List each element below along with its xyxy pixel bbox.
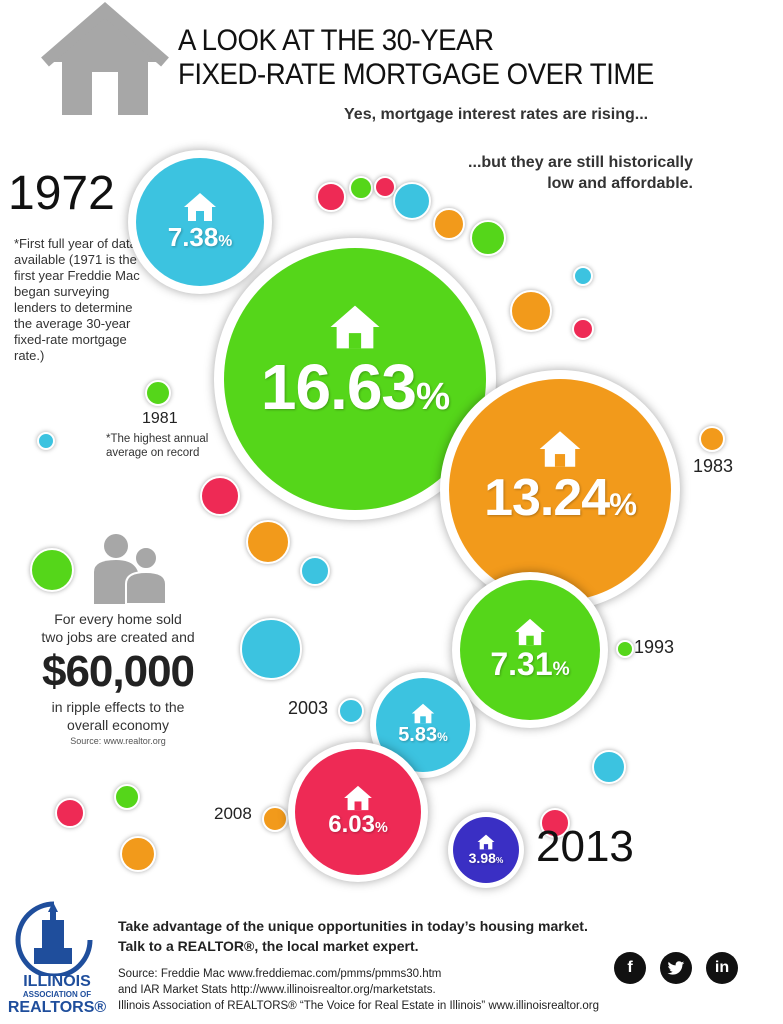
subtitle-affordable: ...but they are still historically low a… <box>468 152 693 194</box>
decorative-dot <box>616 640 634 658</box>
footer-cta: Take advantage of the unique opportuniti… <box>118 916 588 956</box>
house-icon <box>477 834 495 850</box>
linkedin-icon[interactable]: in <box>706 952 738 984</box>
rate-disc-1983: 13.24% <box>449 379 671 601</box>
logo-line3: REALTORS® <box>7 999 107 1016</box>
house-icon <box>41 2 169 115</box>
decorative-dot <box>510 290 552 332</box>
subtitle-affordable-line1: ...but they are still historically <box>468 154 693 171</box>
decorative-dot <box>699 426 725 452</box>
decorative-dot <box>316 182 346 212</box>
year-1993-label: 1993 <box>634 637 675 657</box>
rate-circle-2008: 6.03% <box>288 742 428 882</box>
title-line1: A LOOK AT THE 30-YEAR <box>178 24 494 57</box>
rate-disc-2008: 6.03% <box>295 749 421 875</box>
footer-source-line2: and IAR Market Stats http://www.illinois… <box>118 984 436 996</box>
jobs-amount: $60,000 <box>41 647 195 696</box>
footer-sources: Source: Freddie Mac www.freddiemac.com/p… <box>118 966 599 1014</box>
footer-cta-line1: Take advantage of the unique opportuniti… <box>118 918 588 934</box>
rate-circle-2013: 3.98% <box>448 812 524 888</box>
house-icon <box>515 618 545 645</box>
year-2003-label: 2003 <box>288 698 329 718</box>
rate-value-1993: 7.31% <box>490 645 570 682</box>
footer-source-line1: Source: Freddie Mac www.freddiemac.com/p… <box>118 968 442 980</box>
year-2013-label: 2013 <box>536 822 634 871</box>
people-icon <box>94 534 167 604</box>
house-icon <box>184 192 216 221</box>
jobs-line1: For every home sold <box>54 611 182 627</box>
linkedin-glyph: in <box>714 959 730 976</box>
decorative-dot <box>300 556 330 586</box>
social-links: f t in <box>614 952 738 984</box>
decorative-dot <box>120 836 156 872</box>
footer-cta-line2: Talk to a REALTOR®, the local market exp… <box>118 938 419 954</box>
decorative-dot <box>145 380 171 406</box>
decorative-dot <box>200 476 240 516</box>
decorative-dot <box>374 176 396 198</box>
decorative-dot <box>30 548 74 592</box>
rate-value-2008: 6.03% <box>328 811 388 838</box>
decorative-dot <box>262 806 288 832</box>
rate-circle-1983: 13.24% <box>440 370 680 610</box>
rate-disc-2013: 3.98% <box>453 817 519 883</box>
rate-disc-1972: 7.38% <box>136 158 264 286</box>
year-2008-label: 2008 <box>214 804 252 823</box>
year-1983-label: 1983 <box>693 456 734 476</box>
subtitle-affordable-line2: low and affordable. <box>547 175 693 192</box>
decorative-dot <box>573 266 593 286</box>
jobs-source: Source: www.realtor.org <box>70 736 166 746</box>
footer-source-line3: Illinois Association of REALTORS® “The V… <box>118 1000 600 1012</box>
rate-value-1983: 13.24% <box>484 469 637 527</box>
decorative-dot <box>338 698 364 724</box>
decorative-dot <box>592 750 626 784</box>
house-icon <box>411 703 435 724</box>
decorative-dot <box>470 220 506 256</box>
rate-value-2003: 5.83% <box>398 724 448 746</box>
house-icon <box>539 431 581 467</box>
jobs-line3: in ripple effects to the <box>51 699 185 715</box>
decorative-dot <box>349 176 373 200</box>
house-icon <box>344 785 372 811</box>
subtitle-rising: Yes, mortgage interest rates are rising.… <box>344 106 649 123</box>
logo-line1: ILLINOIS <box>23 973 91 990</box>
rate-value-2013: 3.98% <box>468 850 504 866</box>
highest-note: *The highest annual average on record <box>106 433 209 459</box>
facebook-glyph: f <box>627 959 633 976</box>
twitter-icon[interactable]: t <box>660 952 692 984</box>
year-1972-label: 1972 <box>8 167 115 220</box>
decorative-dot <box>37 432 55 450</box>
page-title: A LOOK AT THE 30-YEAR FIXED-RATE MORTGAG… <box>178 24 654 92</box>
logo-line2: ASSOCIATION OF <box>22 990 92 999</box>
decorative-dot <box>433 208 465 240</box>
illinois-realtors-logo <box>15 901 93 976</box>
decorative-dot <box>540 808 570 838</box>
decorative-dot <box>572 318 594 340</box>
jobs-block: For every home sold two jobs are created… <box>20 610 216 748</box>
facebook-icon[interactable]: f <box>614 952 646 984</box>
decorative-dot <box>114 784 140 810</box>
decorative-dot <box>240 618 302 680</box>
house-icon <box>330 305 380 349</box>
decorative-dot <box>246 520 290 564</box>
first-year-note: *First full year of data available (1971… <box>14 236 140 363</box>
rate-value-1972: 7.38% <box>167 221 233 252</box>
title-line2: FIXED-RATE MORTGAGE OVER TIME <box>178 58 654 91</box>
twitter-bird-glyph <box>667 960 685 975</box>
rate-circle-1972: 7.38% <box>128 150 272 294</box>
jobs-line4: overall economy <box>67 717 169 733</box>
rate-circle-1993: 7.31% <box>452 572 608 728</box>
decorative-dot <box>55 798 85 828</box>
rate-value-1981: 16.63% <box>260 351 450 423</box>
decorative-dot <box>393 182 431 220</box>
logo-text: ILLINOIS ASSOCIATION OF REALTORS® <box>2 974 112 1016</box>
year-1981-label: 1981 <box>142 410 178 427</box>
jobs-line2: two jobs are created and <box>41 629 195 645</box>
rate-disc-1993: 7.31% <box>460 580 600 720</box>
